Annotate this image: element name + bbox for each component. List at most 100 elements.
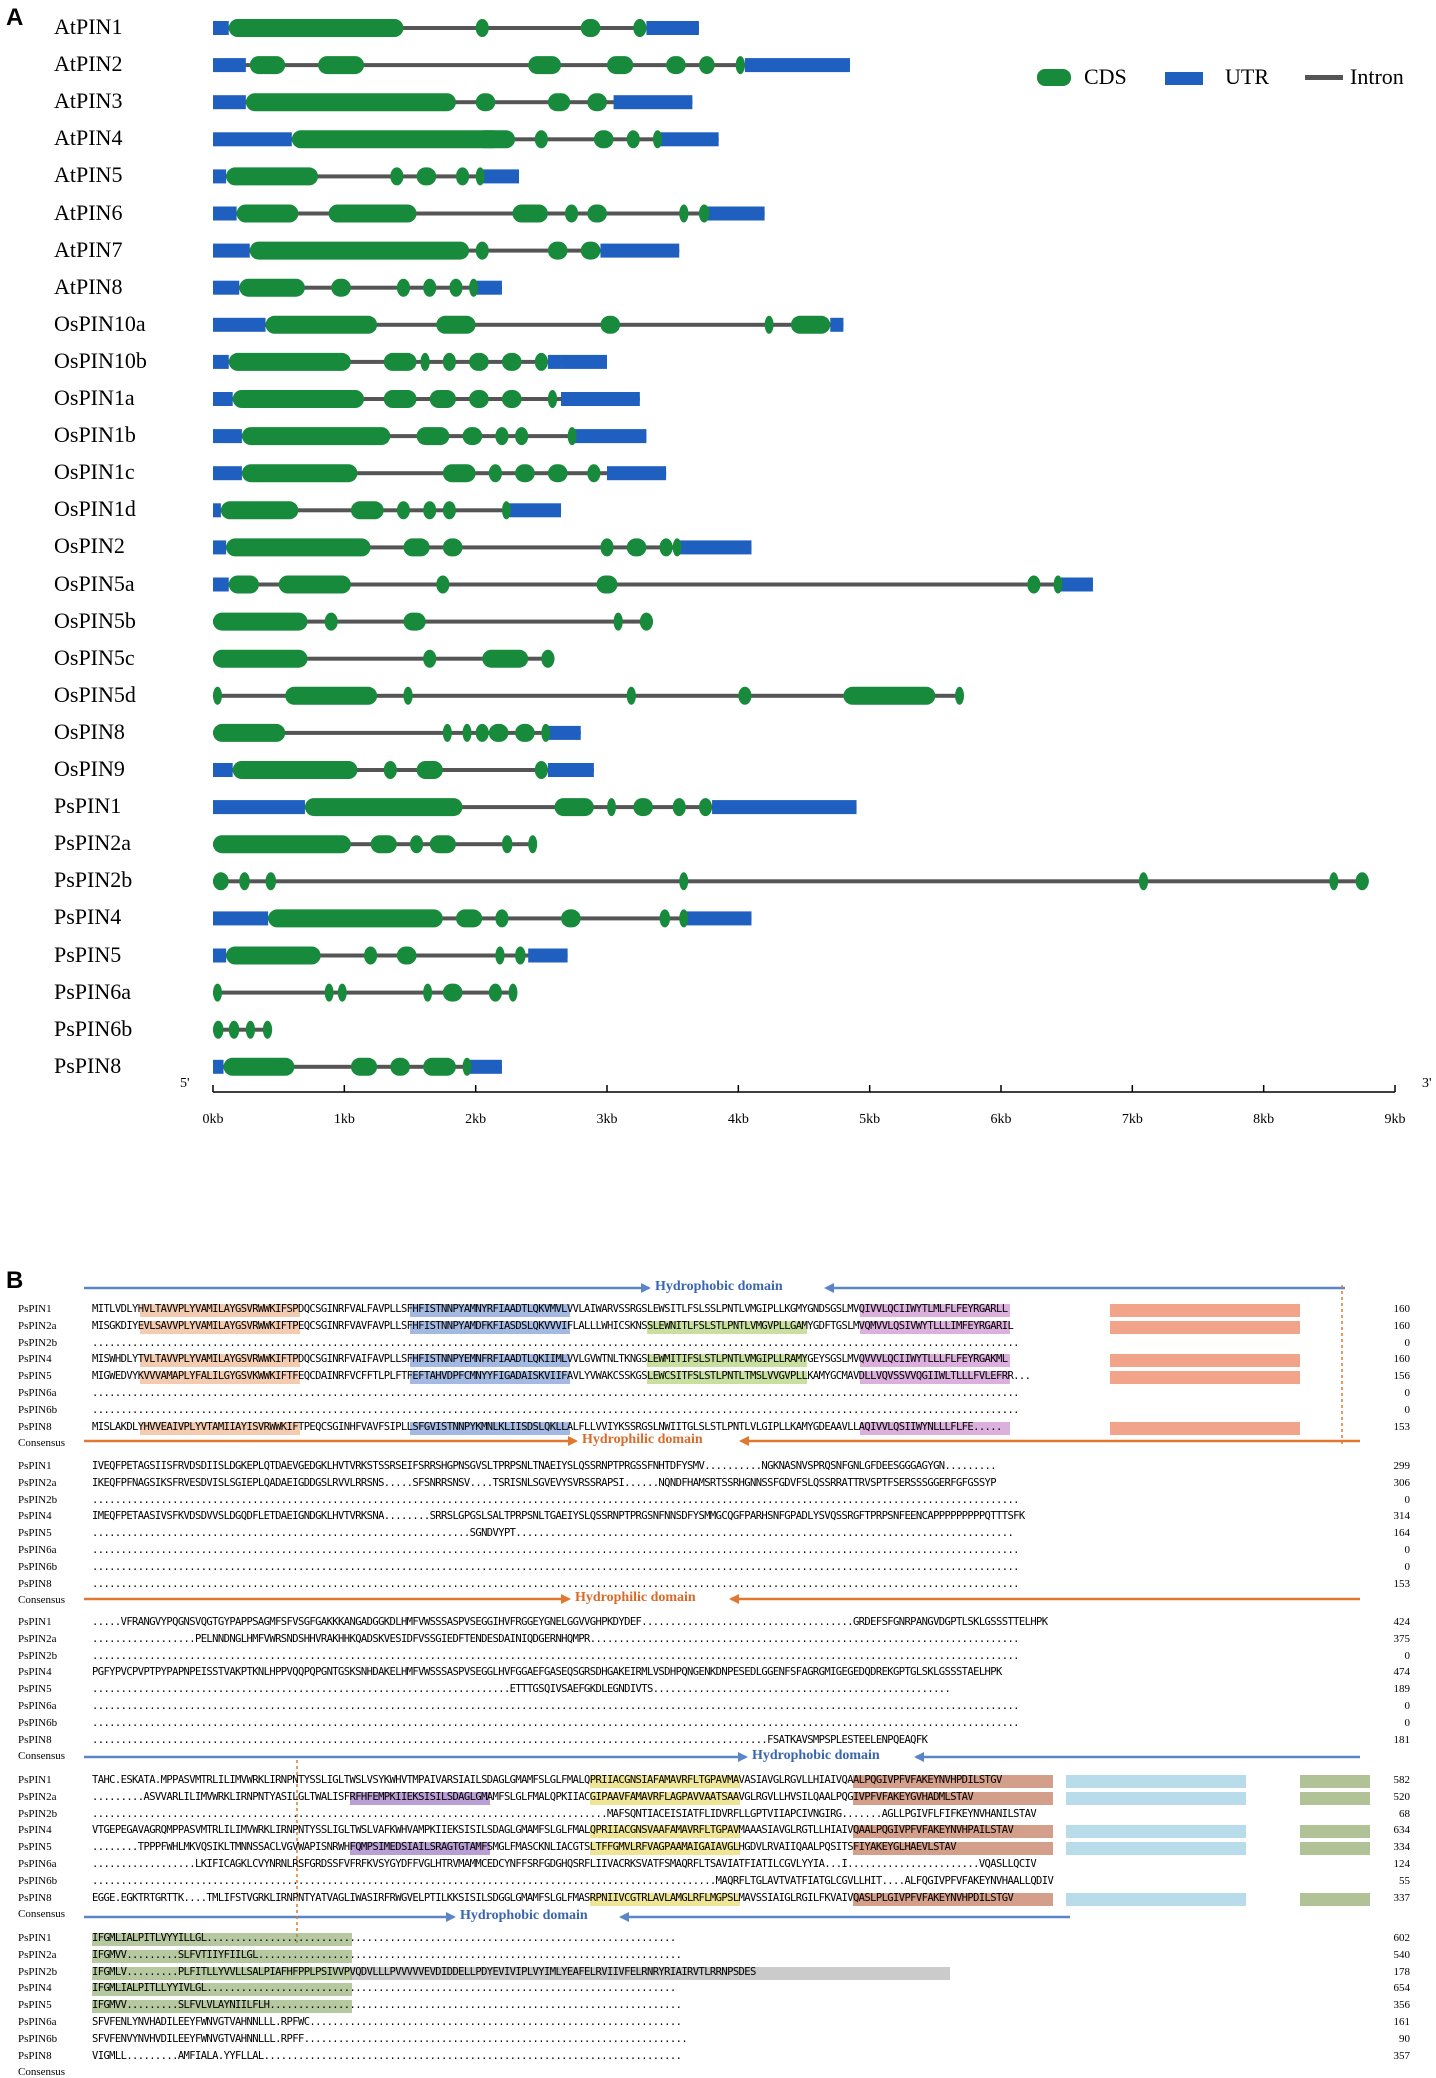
- tm-highlight: [140, 1354, 300, 1368]
- sequence-position: 0: [1404, 1649, 1411, 1662]
- gene-label: OsPIN5c: [54, 644, 135, 670]
- intron-line: [213, 879, 1369, 884]
- cds-block: [495, 427, 509, 446]
- sequence-name: PsPIN6a: [18, 1544, 57, 1556]
- panel-a-letter: A: [6, 4, 24, 31]
- cds-block: [324, 612, 338, 631]
- cds-block: [262, 1020, 273, 1039]
- utr-block: [213, 429, 242, 444]
- axis-tick-label: 3kb: [596, 1112, 618, 1127]
- alignment-panel: B PsPIN1 MITLVDLYHVLTAVVPLYVAMILAYGSVRWWK…: [0, 1265, 1436, 2078]
- tm-highlight: [410, 1304, 570, 1317]
- utr-block: [213, 392, 233, 406]
- cds-block: [213, 872, 229, 891]
- tm-highlight: [647, 1371, 807, 1385]
- domain-arrows: [84, 1283, 1360, 1945]
- sequence-position: 474: [1393, 1666, 1411, 1679]
- sequence-name: PsPIN8: [18, 2049, 52, 2062]
- cds-block: [488, 723, 509, 742]
- cds-block: [396, 278, 410, 297]
- utr-block: [1060, 577, 1093, 592]
- cds-block: [410, 835, 424, 854]
- utr-block: [213, 243, 250, 258]
- utr-block: [213, 169, 227, 184]
- sequence-position: 0: [1404, 1403, 1411, 1416]
- sequence-text: IFGMLIALPITLVYYILLGL....................…: [92, 1932, 676, 1944]
- gene-label: AtPIN5: [54, 162, 123, 188]
- cds-block: [672, 538, 682, 557]
- sequence-name: PsPIN1: [18, 1932, 52, 1944]
- utr-block: [469, 1059, 502, 1074]
- utr-block: [213, 466, 242, 481]
- cds-block: [436, 575, 450, 594]
- cds-block: [350, 1057, 378, 1076]
- cds-block: [337, 983, 347, 1002]
- intron-line: [213, 174, 520, 179]
- sequence-position: 337: [1393, 1891, 1411, 1904]
- cds-block: [213, 835, 351, 854]
- cds-block: [515, 427, 529, 446]
- cds-block: [633, 19, 647, 37]
- sequence-name: PsPIN2a: [18, 1476, 57, 1489]
- sequence-name: PsPIN6a: [18, 1858, 57, 1870]
- intron-line: [213, 730, 581, 735]
- gene-label: PsPIN5: [54, 941, 122, 967]
- sequence-position: 55: [1399, 1874, 1410, 1887]
- axis-tick-label: 2kb: [465, 1112, 487, 1127]
- cds-block: [593, 130, 614, 149]
- utr-block: [213, 132, 292, 147]
- sequence-name: PsPIN2b: [18, 1807, 58, 1820]
- sequence-position: 178: [1393, 1965, 1411, 1978]
- axis-5prime-label: 5': [180, 1076, 190, 1091]
- cds-block: [390, 1057, 410, 1076]
- tm-highlight: [590, 1791, 740, 1805]
- cds-block: [501, 352, 522, 371]
- legend-utr-label: UTR: [1225, 64, 1269, 89]
- sequence-position: 357: [1393, 2049, 1411, 2062]
- utr-block: [213, 95, 246, 110]
- cds-block: [232, 761, 358, 779]
- sequence-name: PsPIN5: [18, 1683, 52, 1696]
- utr-block: [213, 800, 305, 815]
- cds-block: [735, 56, 745, 75]
- sequence-position: 0: [1404, 1493, 1411, 1506]
- tm-highlight: [410, 1421, 570, 1435]
- tm-highlight: [1066, 1791, 1246, 1805]
- sequence-position: 68: [1399, 1807, 1410, 1820]
- utr-block: [213, 354, 229, 369]
- sequence-text: ........................................…: [92, 1733, 928, 1746]
- gene-label: OsPIN5b: [54, 607, 136, 633]
- legend-intron-swatch: [1305, 75, 1343, 80]
- cds-block: [442, 501, 456, 520]
- cds-block: [564, 204, 579, 223]
- cds-block: [232, 390, 365, 408]
- cds-block: [423, 649, 437, 668]
- sequence-position: 0: [1404, 1700, 1411, 1712]
- hydrophobic-domain-label-1: Hydrophobic domain: [655, 1279, 783, 1294]
- cds-block: [350, 501, 384, 520]
- sequence-name: PsPIN2a: [18, 1948, 57, 1961]
- axis-tick-label: 9kb: [1384, 1112, 1406, 1127]
- sequence-position: 356: [1393, 1999, 1411, 2012]
- sequence-name: PsPIN4: [18, 1353, 52, 1366]
- cds-block: [554, 798, 594, 817]
- sequence-text: MIGWEDVYKVVVAMAPLYFALILGYGSVKWWKIFTFEQCD…: [92, 1370, 1031, 1383]
- sequence-position: 375: [1393, 1632, 1411, 1645]
- sequence-text: IVEQFPETAGSIISFRVDSDIISLDGKEPLQTDAEVGEDG…: [92, 1460, 997, 1472]
- tm-highlight: [853, 1842, 1053, 1856]
- cds-block: [541, 649, 555, 668]
- hydrophobic-domain-arrow: [619, 1912, 629, 1922]
- tm-highlight: [590, 1892, 740, 1906]
- cds-block: [534, 130, 548, 149]
- hydrophobic-domain-arrow: [824, 1283, 834, 1293]
- sequence-text: IFGMVV.........SLFVLVLAYNIILFLH.........…: [92, 1999, 682, 2012]
- intron-line: [213, 545, 752, 550]
- sequence-name: PsPIN1: [18, 1774, 52, 1786]
- gene-label: PsPIN6b: [54, 1015, 133, 1041]
- intron-line: [213, 990, 516, 995]
- sequence-name: PsPIN1: [18, 1303, 52, 1315]
- cds-block: [318, 56, 365, 75]
- cds-block: [226, 946, 321, 965]
- hydrophilic-domain-label-2: Hydrophilic domain: [575, 1590, 696, 1605]
- cds-block: [383, 352, 417, 371]
